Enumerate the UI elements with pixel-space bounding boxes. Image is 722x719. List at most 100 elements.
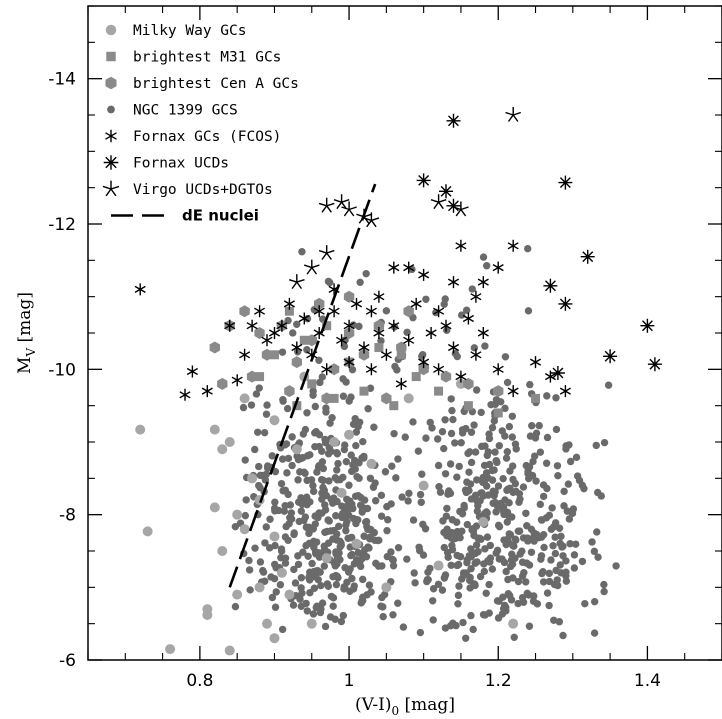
ngc1399-gc-point	[358, 454, 366, 462]
ngc1399-gc-point	[536, 500, 545, 509]
ngc1399-gc-point	[536, 448, 545, 456]
ngc1399-gc-point	[454, 560, 463, 569]
ngc1399-gc-point	[467, 565, 475, 573]
ngc1399-gc-point	[479, 253, 488, 261]
ngc1399-gc-point	[462, 306, 471, 314]
ngc1399-gc-point	[469, 625, 477, 634]
ngc1399-gc-point	[342, 457, 351, 466]
ngc1399-gc-point	[506, 467, 514, 475]
series-4-point	[298, 312, 310, 325]
ngc1399-gc-point	[549, 542, 557, 550]
legend-label: dE nuclei	[182, 207, 259, 225]
series-0-point	[217, 546, 228, 556]
ngc1399-gc-point	[289, 601, 298, 609]
ngc1399-gc-point	[426, 564, 434, 573]
ngc1399-gc-point	[301, 425, 310, 434]
ngc1399-gc-point	[377, 491, 386, 500]
ngc1399-gc-point	[490, 491, 498, 500]
ngc1399-gc-point	[592, 441, 600, 450]
ngc1399-gc-point	[477, 408, 485, 417]
ngc1399-gc-point	[298, 500, 306, 508]
ngc1399-gc-point	[256, 558, 265, 566]
ngc1399-gc-point	[305, 523, 313, 531]
ngc1399-gc-point	[578, 481, 587, 490]
ngc1399-gc-point	[578, 557, 587, 566]
ngc1399-gc-point	[410, 569, 418, 577]
ngc1399-gc-point	[394, 455, 402, 463]
ngc1399-gc-point	[311, 402, 320, 411]
ngc1399-gc-point	[281, 533, 290, 541]
ngc1399-gc-point	[311, 512, 319, 520]
ngc1399-gc-point	[358, 506, 367, 514]
ngc1399-gc-point	[590, 629, 599, 637]
ngc1399-gc-point	[261, 577, 269, 585]
ngc1399-gc-point	[498, 427, 506, 435]
ngc1399-gc-point	[547, 556, 555, 564]
ngc1399-gc-point	[508, 433, 516, 441]
ngc1399-gc-point	[313, 468, 321, 476]
series-2-point	[373, 319, 385, 332]
series-1-point	[374, 343, 384, 353]
ngc1399-gc-point	[472, 386, 481, 394]
ngc1399-gc-point	[566, 457, 575, 466]
ngc1399-gc-point	[441, 470, 450, 478]
ngc1399-gc-point	[573, 472, 582, 480]
ngc1399-gc-point	[565, 441, 573, 449]
ngc1399-gc-point	[297, 584, 305, 592]
ngc1399-gc-point	[399, 623, 408, 631]
ngc1399-gc-point	[295, 517, 303, 526]
series-4-point	[350, 297, 363, 310]
ngc1399-gc-point	[332, 449, 341, 457]
ngc1399-gc-point	[277, 545, 286, 553]
ngc1399-gc-point	[268, 452, 276, 460]
ngc1399-gc-point	[277, 553, 285, 562]
ngc1399-gc-point	[414, 447, 423, 455]
series-4-point	[418, 268, 430, 281]
ngc1399-gc-point	[482, 469, 491, 477]
ngc1399-gc-point	[526, 380, 534, 389]
ngc1399-gc-point	[460, 504, 468, 512]
ngc1399-gc-point	[318, 373, 326, 381]
ngc1399-gc-point	[365, 581, 374, 589]
ngc1399-gc-point	[333, 476, 341, 484]
series-1-point	[359, 386, 369, 396]
ngc1399-gc-point	[477, 489, 485, 497]
series-5-point	[603, 349, 618, 364]
series-2-point	[246, 370, 258, 383]
ngc1399-gc-point	[514, 599, 522, 608]
ngc1399-gc-point	[480, 560, 488, 568]
ngc1399-gc-point	[315, 553, 324, 561]
ngc1399-gc-point	[351, 414, 359, 423]
y-axis-title-subscript: V	[24, 348, 38, 358]
ngc1399-gc-point	[352, 441, 360, 450]
ngc1399-gc-point	[352, 428, 361, 436]
series-4-point	[477, 276, 489, 289]
ngc1399-gc-point	[486, 541, 495, 550]
ngc1399-gc-point	[337, 617, 346, 626]
ngc1399-gc-point	[357, 599, 365, 607]
ngc1399-gc-point	[476, 572, 485, 581]
ngc1399-gc-point	[421, 525, 430, 533]
ngc1399-gc-point	[416, 490, 425, 499]
legend-label: Fornax UCDs	[133, 156, 229, 172]
x-axis-title-main: (V-I)	[355, 695, 391, 715]
series-2-point	[440, 370, 452, 383]
x-axis-title-subscript: 0	[392, 704, 400, 718]
ngc1399-gc-point	[508, 412, 517, 420]
ngc1399-gc-point	[378, 562, 386, 570]
ngc1399-gc-point	[423, 577, 431, 586]
ngc1399-gc-point	[516, 550, 524, 558]
series-4-point	[425, 327, 437, 339]
ngc1399-gc-point	[537, 516, 546, 524]
ngc1399-gc-point	[365, 544, 373, 552]
ngc1399-gc-point	[327, 592, 336, 601]
series-0-point	[232, 509, 243, 520]
legend-marker	[103, 155, 119, 170]
ngc1399-gc-point	[446, 460, 455, 468]
ngc1399-gc-point	[353, 473, 361, 481]
series-4-point	[470, 348, 482, 361]
series-2-point	[396, 341, 407, 354]
ngc1399-gc-point	[449, 415, 457, 424]
ngc1399-gc-point	[334, 459, 342, 468]
ngc1399-gc-point	[514, 577, 523, 586]
